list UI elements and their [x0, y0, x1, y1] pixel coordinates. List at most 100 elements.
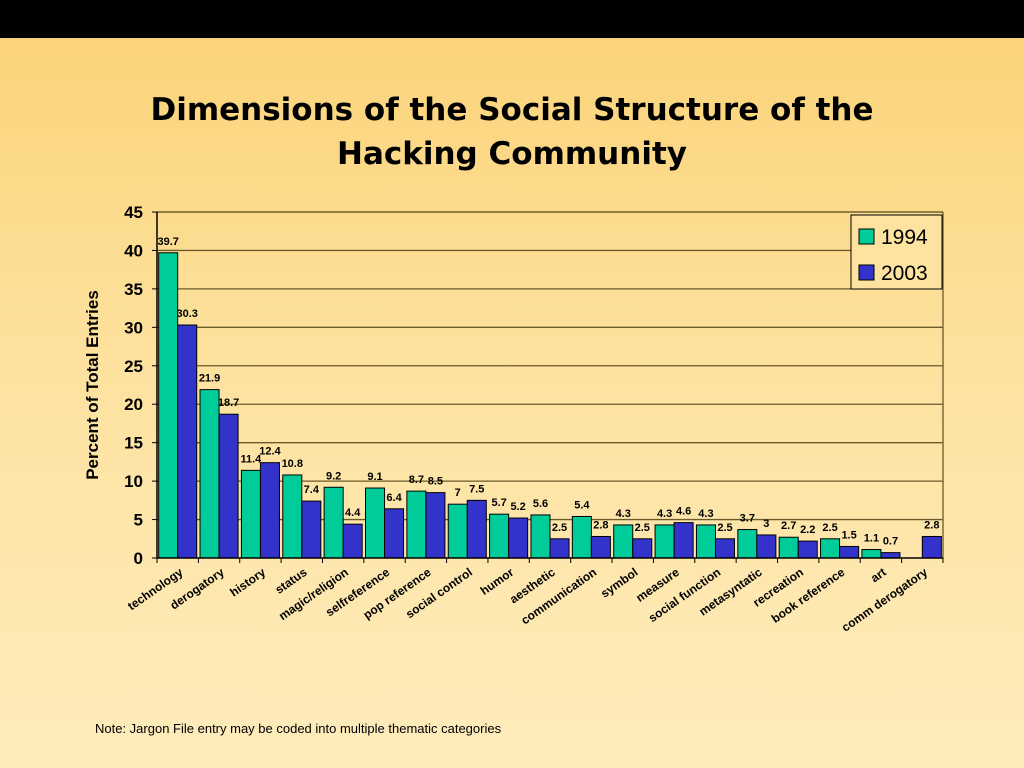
bar-1994	[240, 469, 261, 559]
data-label: 1.1	[864, 533, 879, 545]
data-label: 2.8	[593, 519, 608, 531]
y-tick-label: 0	[134, 549, 143, 568]
data-label: 4.3	[698, 508, 713, 520]
x-tick-label: art	[868, 565, 889, 585]
data-label: 4.4	[345, 507, 361, 519]
bar-1994	[613, 524, 634, 559]
bar-1994	[695, 524, 716, 559]
data-label: 1.5	[841, 529, 856, 541]
data-label: 2.5	[717, 522, 732, 534]
data-label: 7.5	[469, 483, 484, 495]
bar-2003	[839, 545, 860, 559]
data-label: 3.7	[740, 513, 755, 525]
x-tick-label: communication	[518, 565, 599, 627]
data-label: 2.7	[781, 520, 796, 532]
data-label: 5.2	[510, 501, 525, 513]
legend-swatch-1994	[858, 228, 875, 245]
bar-2003	[714, 538, 736, 559]
data-label: 2.2	[800, 524, 815, 536]
legend-label: 2003	[881, 262, 928, 285]
bar-2003	[218, 413, 239, 559]
legend-label: 1994	[881, 226, 928, 249]
data-label: 5.7	[491, 497, 506, 509]
footnote: Note: Jargon File entry may be coded int…	[95, 721, 502, 736]
y-tick-label: 40	[124, 241, 143, 260]
y-tick-label: 35	[124, 280, 143, 299]
top-bar	[0, 0, 1024, 38]
x-tick-label: history	[227, 565, 268, 600]
data-label: 21.9	[199, 373, 220, 385]
data-label: 12.4	[259, 446, 281, 458]
x-tick-label: social function	[646, 565, 723, 625]
x-tick-label: book reference	[769, 565, 848, 626]
y-tick-label: 45	[124, 203, 143, 222]
bar-2003	[673, 522, 694, 559]
bar-1994	[654, 524, 675, 559]
data-label: 7.4	[304, 484, 320, 496]
data-label: 2.5	[635, 522, 650, 534]
y-axis-label: Percent of Total Entries	[83, 290, 102, 480]
bar-2003	[425, 492, 446, 559]
data-label: 39.7	[157, 236, 178, 248]
data-label: 9.1	[367, 471, 382, 483]
y-tick-label: 15	[124, 434, 143, 453]
y-tick-label: 10	[124, 472, 143, 491]
title-line-2: Hacking Community	[337, 136, 687, 172]
bar-1994	[323, 486, 344, 559]
bar-2003	[301, 500, 322, 559]
data-label: 2.5	[822, 522, 837, 534]
data-label: 11.4	[241, 453, 263, 465]
data-label: 3	[763, 518, 769, 530]
bar-2003	[342, 523, 363, 559]
data-label: 2.8	[924, 519, 939, 531]
data-label: 6.4	[386, 492, 402, 504]
data-label: 5.4	[574, 499, 590, 511]
data-label: 7	[455, 487, 461, 499]
y-tick-label: 20	[124, 395, 143, 414]
bar-1994	[447, 503, 468, 559]
bar-2003	[384, 508, 405, 559]
chart-title: Dimensions of the Social Structure of th…	[0, 88, 1024, 176]
bar-1994	[282, 474, 303, 559]
y-tick-label: 5	[134, 511, 143, 530]
data-label: 5.6	[533, 498, 548, 510]
data-label: 30.3	[176, 308, 197, 320]
data-label: 10.8	[282, 458, 303, 470]
bar-1994	[530, 514, 551, 559]
data-label: 8.5	[428, 476, 443, 488]
bar-1994	[489, 513, 510, 559]
data-label: 8.7	[409, 474, 424, 486]
bar-1994	[199, 389, 220, 559]
bar-1994	[158, 252, 179, 559]
data-label: 18.7	[218, 397, 239, 409]
bar-2003	[177, 324, 198, 559]
bar-1994	[406, 490, 427, 559]
data-label: 9.2	[326, 470, 341, 482]
legend-swatch-2003	[858, 264, 875, 281]
bar-1994	[571, 515, 592, 559]
bar-2003	[590, 535, 611, 559]
bar-2003	[259, 462, 280, 559]
bar-1994	[364, 487, 386, 559]
bar-2003	[797, 540, 818, 559]
bar-1994	[861, 549, 882, 559]
bar-2003	[549, 538, 570, 559]
bar-1994	[778, 536, 799, 559]
bar-2003	[466, 499, 487, 559]
y-tick-label: 30	[124, 318, 143, 337]
bar-2003	[880, 552, 901, 559]
bar-2003	[508, 517, 529, 559]
y-tick-label: 25	[124, 357, 143, 376]
bar-1994	[737, 529, 758, 559]
bar-2003	[756, 534, 777, 559]
data-label: 4.6	[676, 506, 691, 518]
data-label: 4.3	[616, 508, 631, 520]
bar-2003	[921, 535, 942, 559]
bar-2003	[632, 538, 653, 559]
title-line-1: Dimensions of the Social Structure of th…	[150, 92, 874, 128]
data-label: 2.5	[552, 522, 567, 534]
bar-1994	[820, 538, 841, 559]
data-label: 4.3	[657, 508, 672, 520]
data-label: 0.7	[883, 536, 898, 548]
